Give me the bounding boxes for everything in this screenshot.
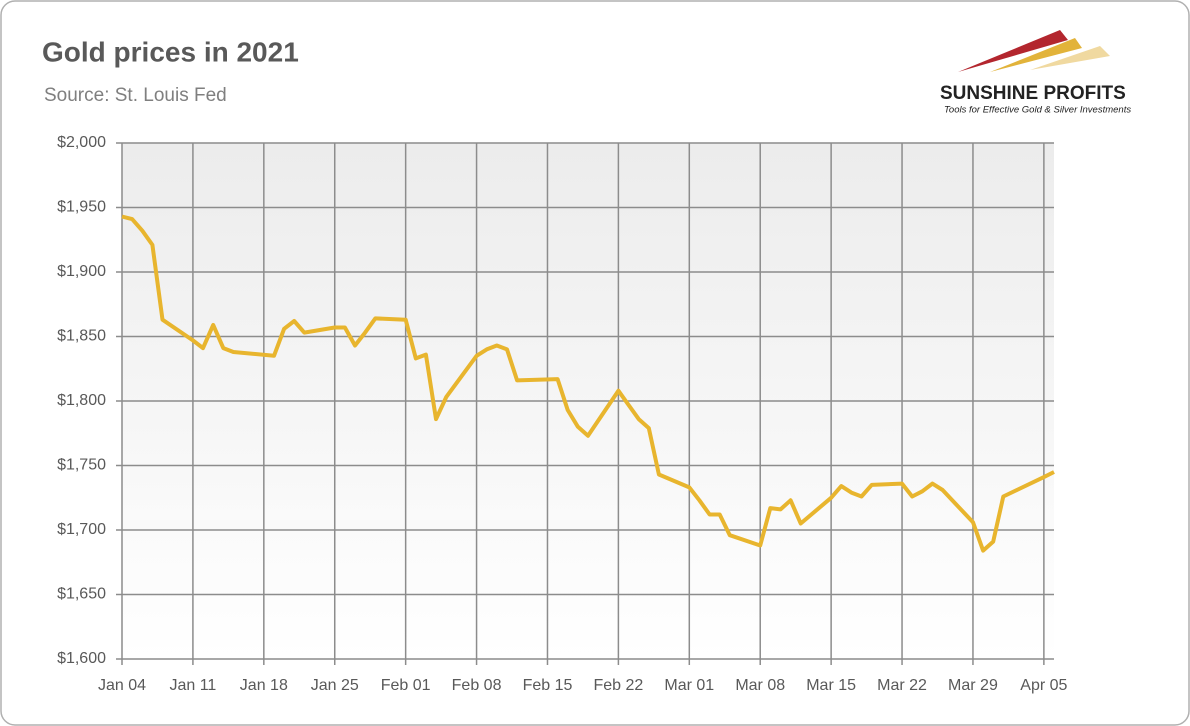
x-tick-label: Mar 29 [948,677,998,694]
logo-swoosh [1030,46,1110,70]
logo-tagline: Tools for Effective Gold & Silver Invest… [944,105,1131,116]
logo-swoosh [958,30,1068,72]
y-tick-label: $1,600 [57,650,106,667]
x-tick-label: Feb 15 [523,677,573,694]
y-tick-label: $2,000 [57,134,106,151]
x-tick-label: Jan 25 [311,677,359,694]
x-tick-label: Mar 22 [877,677,927,694]
x-tick-label: Mar 01 [664,677,714,694]
logo-name: SUNSHINE PROFITS [940,83,1126,104]
logo: SUNSHINE PROFITS Tools for Effective Gol… [940,30,1131,116]
y-tick-label: $1,950 [57,199,106,216]
y-tick-label: $1,700 [57,521,106,538]
y-tick-label: $1,650 [57,586,106,603]
x-tick-label: Mar 15 [806,677,856,694]
chart-subtitle: Source: St. Louis Fed [44,85,227,106]
x-tick-label: Mar 08 [735,677,785,694]
x-tick-label: Apr 05 [1020,677,1067,694]
logo-swoosh [990,38,1082,72]
chart-title: Gold prices in 2021 [42,36,299,67]
x-tick-label: Feb 22 [593,677,643,694]
x-tick-label: Feb 08 [452,677,502,694]
y-tick-label: $1,750 [57,457,106,474]
x-tick-label: Jan 18 [240,677,288,694]
y-tick-label: $1,900 [57,263,106,280]
y-tick-label: $1,800 [57,392,106,409]
x-tick-label: Feb 01 [381,677,431,694]
x-tick-label: Jan 04 [98,677,146,694]
price-line [121,214,1055,553]
x-tick-label: Jan 11 [169,677,216,694]
y-tick-label: $1,850 [57,328,106,345]
